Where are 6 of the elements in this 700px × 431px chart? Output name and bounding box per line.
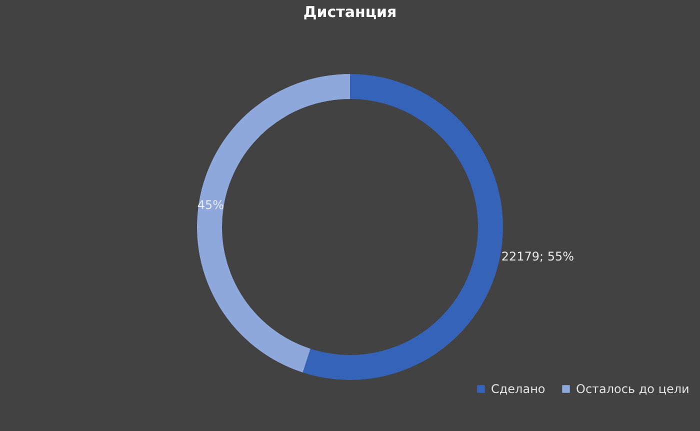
data-label: 22179; 55%: [501, 250, 574, 264]
legend-label: Сделано: [491, 382, 546, 396]
legend-label: Осталось до цели: [576, 382, 690, 396]
chart-title: Дистанция: [303, 3, 397, 21]
donut-slice: [197, 74, 350, 373]
donut-slice: [302, 74, 503, 380]
